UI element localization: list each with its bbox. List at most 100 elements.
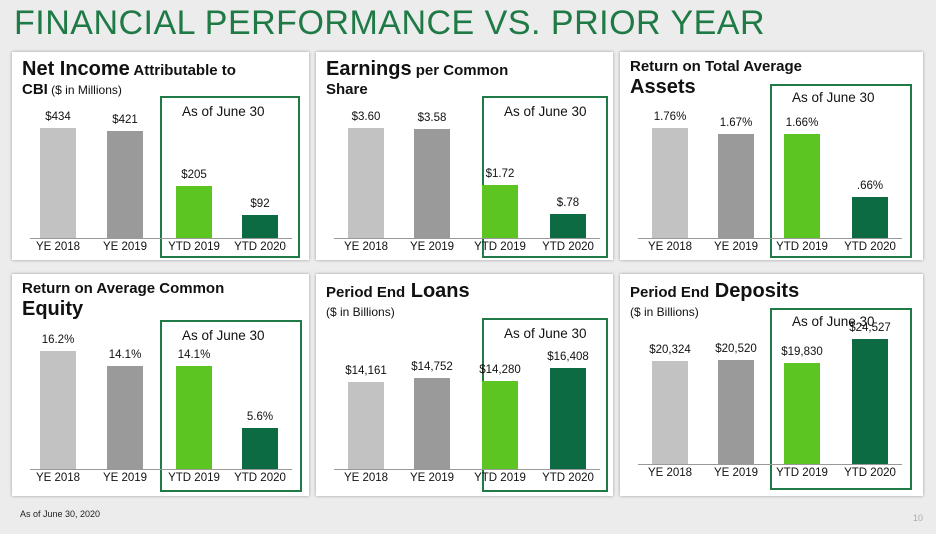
as-of-june-30-box: [160, 96, 300, 258]
bar-value-label: $3.60: [351, 111, 381, 123]
panel-title: Period End Loans ($ in Billions): [326, 280, 606, 321]
panel-title: Return on Average Common Equity: [22, 280, 302, 321]
bar-ye-2018: [348, 128, 384, 238]
bar-ytd-2019: [482, 185, 518, 238]
panel-title: Net Income Attributable to CBI ($ in Mil…: [22, 58, 302, 99]
chart-baseline: [30, 469, 292, 470]
as-of-june-30-box: [482, 96, 608, 258]
bar-value-label: $20,324: [649, 344, 691, 356]
panel-title-rest: Deposits: [709, 280, 800, 302]
panel-title-line2: CBI: [22, 81, 48, 98]
panel-title-main: Period End: [630, 284, 710, 301]
bar-ye-2019: [107, 366, 143, 469]
panel-title-line2: Assets: [630, 76, 696, 99]
category-label: YE 2019: [102, 241, 148, 253]
category-label: YTD 2020: [542, 241, 594, 253]
bar-ytd-2019: [482, 381, 518, 469]
category-label: YTD 2019: [168, 241, 220, 253]
bar-value-label: 16.2%: [41, 334, 75, 346]
panel-title-rest: Loans: [405, 280, 470, 302]
bar-value-label: $20,520: [715, 343, 757, 355]
bar-ye-2018: [40, 128, 76, 238]
bar-value-label: $421: [112, 114, 138, 126]
panel-title-main: Net Income: [22, 58, 130, 80]
panel-eps: Earnings per Common Share As of June 30 $…: [316, 52, 613, 260]
bar-value-label: 14.1%: [108, 349, 142, 361]
bar-ytd-2020: [852, 339, 888, 464]
bar-value-label: 1.67%: [719, 117, 753, 129]
bar-value-label: $1.72: [485, 168, 515, 180]
as-of-june-30-label: As of June 30: [792, 314, 875, 329]
footnote: As of June 30, 2020: [20, 509, 101, 519]
category-label: YE 2019: [409, 241, 455, 253]
slide-title: FINANCIAL PERFORMANCE VS. PRIOR YEAR: [14, 4, 766, 42]
bar-ytd-2020: [550, 368, 586, 469]
bar-ytd-2020: [550, 214, 586, 238]
category-label: YE 2019: [713, 467, 759, 479]
panel-title-line2: ($ in Billions): [326, 305, 395, 319]
bar-value-label: 5.6%: [246, 411, 274, 423]
panel-title-rest: per Common: [411, 62, 509, 79]
bar-value-label: $24,527: [849, 322, 891, 334]
category-label: YE 2018: [647, 467, 693, 479]
category-label: YTD 2019: [474, 472, 526, 484]
bar-value-label: $14,280: [479, 364, 521, 376]
category-label: YE 2019: [102, 472, 148, 484]
bar-ytd-2019: [784, 363, 820, 464]
panel-title: Period End Deposits ($ in Billions): [630, 280, 910, 321]
panel-deposits: Period End Deposits ($ in Billions) As o…: [620, 274, 923, 496]
panel-rota: Return on Total Average Assets As of Jun…: [620, 52, 923, 260]
panel-title: Earnings per Common Share: [326, 58, 606, 99]
category-label: YE 2019: [713, 241, 759, 253]
as-of-june-30-box: [770, 84, 912, 258]
category-label: YE 2018: [35, 472, 81, 484]
panel-title-rest: Attributable to: [129, 62, 236, 79]
bar-ye-2019: [718, 134, 754, 238]
bar-value-label: $14,752: [411, 361, 453, 373]
category-label: YTD 2020: [542, 472, 594, 484]
as-of-june-30-label: As of June 30: [504, 326, 587, 341]
bar-value-label: 1.76%: [653, 111, 687, 123]
bar-value-label: $205: [181, 169, 207, 181]
bar-ye-2019: [414, 378, 450, 469]
panel-title-line2: Share: [326, 81, 368, 98]
bar-ytd-2019: [784, 134, 820, 238]
category-label: YE 2018: [343, 472, 389, 484]
panel-title-line2: Equity: [22, 298, 84, 321]
bar-value-label: $19,830: [781, 346, 823, 358]
panel-title-main: Period End: [326, 284, 406, 301]
chart-baseline: [334, 238, 600, 239]
chart-baseline: [638, 238, 902, 239]
as-of-june-30-box: [770, 308, 912, 490]
as-of-june-30-box: [160, 320, 302, 492]
bar-ye-2018: [652, 128, 688, 238]
panel-loans: Period End Loans ($ in Billions) As of J…: [316, 274, 613, 496]
panel-title-main: Return on Average Common: [22, 280, 225, 297]
as-of-june-30-label: As of June 30: [182, 328, 265, 343]
bar-ytd-2020: [242, 428, 278, 469]
bar-ye-2019: [414, 129, 450, 238]
chart-baseline: [30, 238, 292, 239]
bar-ye-2019: [718, 360, 754, 464]
category-label: YE 2019: [409, 472, 455, 484]
as-of-june-30-label: As of June 30: [182, 104, 265, 119]
category-label: YTD 2020: [234, 241, 286, 253]
as-of-june-30-label: As of June 30: [792, 90, 875, 105]
bar-ytd-2020: [852, 197, 888, 238]
bar-value-label: $16,408: [547, 351, 589, 363]
chart-baseline: [334, 469, 600, 470]
category-label: YTD 2019: [776, 241, 828, 253]
bar-value-label: $14,161: [345, 365, 387, 377]
bar-ytd-2020: [242, 215, 278, 238]
panel-title-main: Earnings: [326, 58, 412, 80]
category-label: YTD 2019: [168, 472, 220, 484]
category-label: YTD 2020: [234, 472, 286, 484]
panel-net-income: Net Income Attributable to CBI ($ in Mil…: [12, 52, 309, 260]
as-of-june-30-label: As of June 30: [504, 104, 587, 119]
category-label: YTD 2020: [844, 467, 896, 479]
category-label: YTD 2019: [776, 467, 828, 479]
bar-value-label: $92: [250, 198, 270, 210]
bar-value-label: .66%: [856, 180, 884, 192]
bar-value-label: $434: [45, 111, 71, 123]
